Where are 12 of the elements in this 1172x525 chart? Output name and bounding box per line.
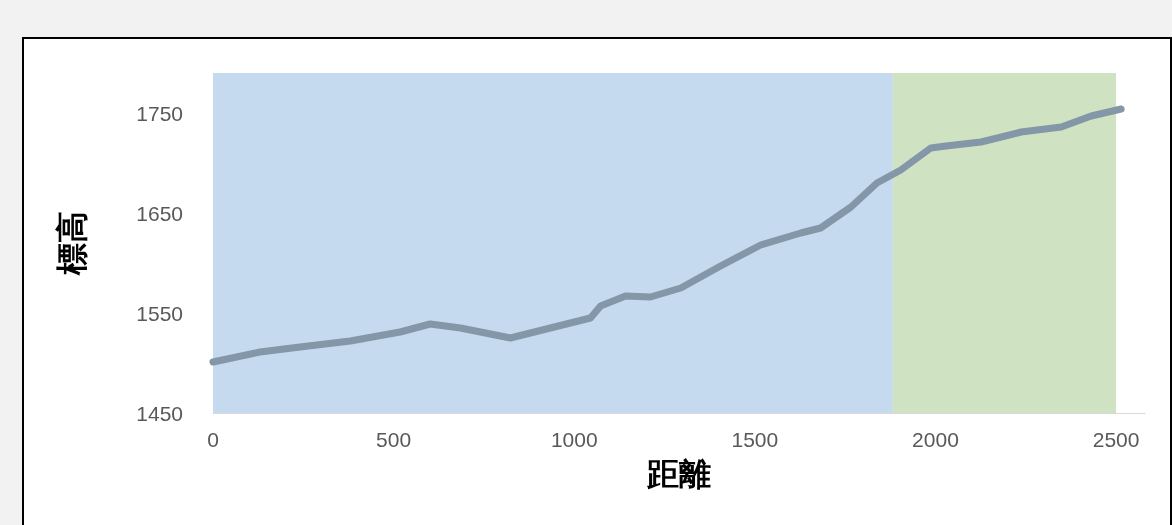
y-tick-label: 1750 [136, 101, 183, 125]
y-tick-label: 1650 [136, 201, 183, 225]
x-tick-label: 500 [376, 428, 412, 451]
x-tick-label: 1000 [550, 428, 598, 451]
y-axis-title: 標高 [54, 211, 90, 276]
y-tick-label: 1550 [136, 301, 183, 325]
x-tick-label: 2000 [912, 428, 959, 451]
x-tick-label: 1500 [731, 428, 779, 451]
x-tick-label: 2500 [1092, 428, 1140, 451]
x-tick-label: 0 [207, 428, 219, 451]
x-axis-title: 距離 [646, 456, 711, 492]
y-tick-label: 1450 [136, 401, 183, 425]
